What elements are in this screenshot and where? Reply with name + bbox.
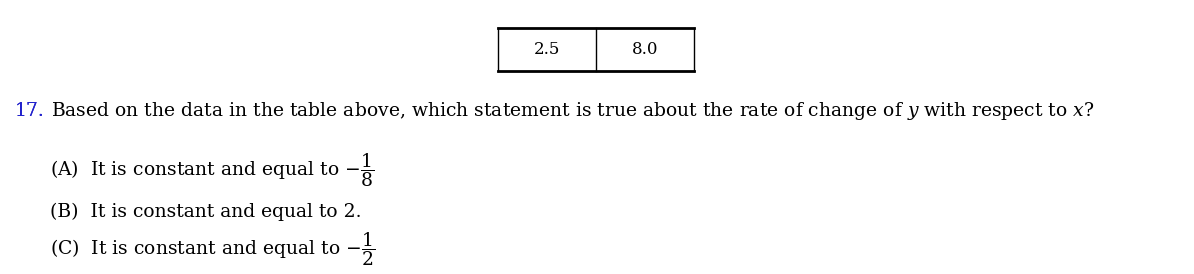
Text: (A)  It is constant and equal to $-\dfrac{1}{8}$: (A) It is constant and equal to $-\dfrac… xyxy=(50,151,375,189)
Text: 17.: 17. xyxy=(14,102,44,120)
Text: (B)  It is constant and equal to 2.: (B) It is constant and equal to 2. xyxy=(50,203,362,221)
Text: 8.0: 8.0 xyxy=(632,41,658,58)
Text: Based on the data in the table above, which statement is true about the rate of : Based on the data in the table above, wh… xyxy=(51,100,1095,122)
Text: 2.5: 2.5 xyxy=(534,41,560,58)
Text: (C)  It is constant and equal to $-\dfrac{1}{2}$: (C) It is constant and equal to $-\dfrac… xyxy=(50,230,375,268)
Text: 17.: 17. xyxy=(14,102,44,120)
